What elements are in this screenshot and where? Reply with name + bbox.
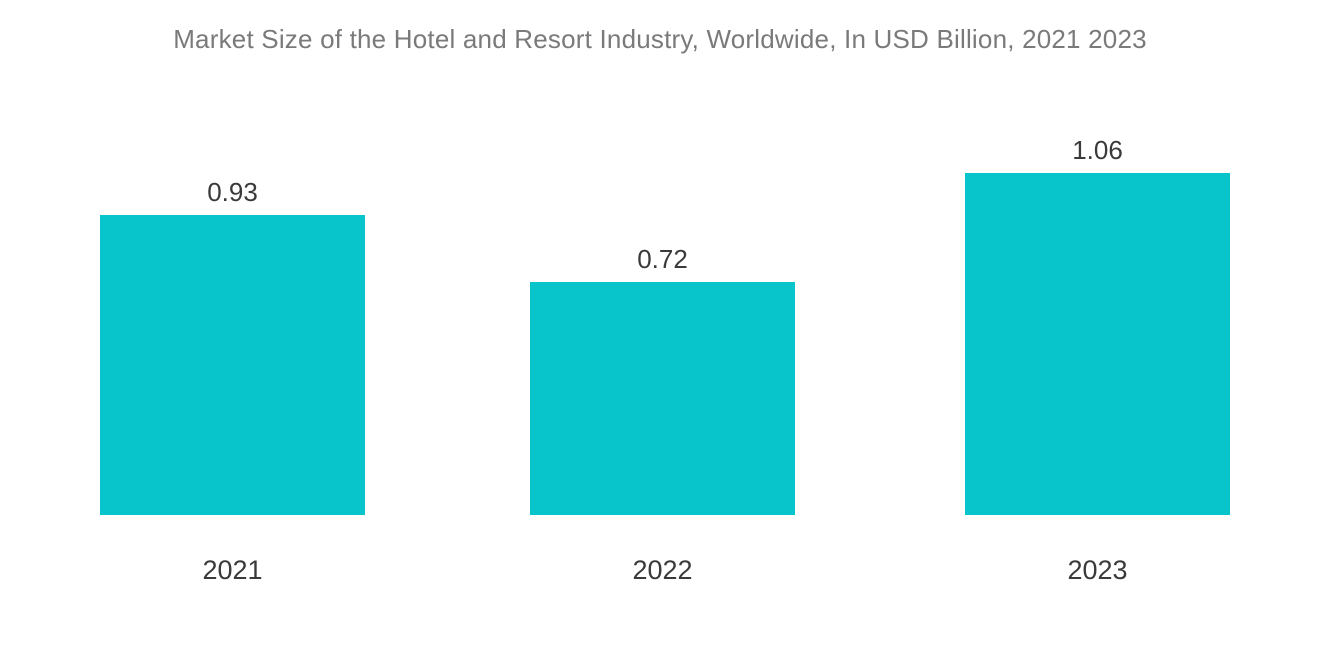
bar-value-label: 0.93 [100,177,365,208]
bar-slot-2021: 0.93 [100,215,365,515]
x-axis: 2021 2022 2023 [70,535,1255,595]
bar-slot-2022: 0.72 [530,282,795,515]
bar-slot-2023: 1.06 [965,173,1230,515]
x-axis-label: 2022 [530,555,795,586]
bar [530,282,795,515]
bar-value-label: 0.72 [530,244,795,275]
chart-title: Market Size of the Hotel and Resort Indu… [0,24,1320,55]
plot-area: 0.93 0.72 1.06 [70,95,1255,515]
bar [100,215,365,515]
bar-value-label: 1.06 [965,135,1230,166]
x-axis-label: 2021 [100,555,365,586]
x-axis-label: 2023 [965,555,1230,586]
bar [965,173,1230,515]
